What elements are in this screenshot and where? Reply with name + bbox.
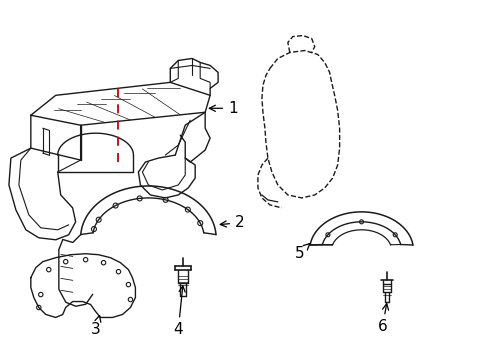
Text: 2: 2: [220, 215, 244, 230]
Text: 6: 6: [377, 303, 388, 334]
Text: 4: 4: [173, 286, 185, 337]
Text: 3: 3: [90, 315, 101, 337]
Text: 1: 1: [209, 101, 237, 116]
Text: 5: 5: [294, 243, 309, 261]
